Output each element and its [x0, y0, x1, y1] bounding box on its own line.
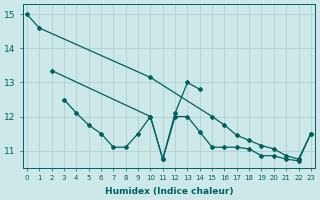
- X-axis label: Humidex (Indice chaleur): Humidex (Indice chaleur): [105, 187, 233, 196]
